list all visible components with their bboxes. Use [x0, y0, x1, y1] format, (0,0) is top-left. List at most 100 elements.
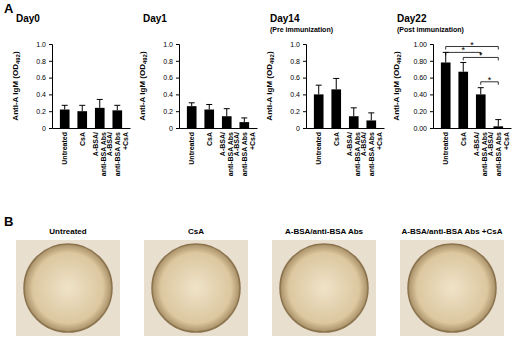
bar: [95, 108, 105, 128]
image-caption: CsA: [188, 227, 204, 236]
y-tick: 0: [296, 125, 306, 132]
y-tick-label: 0.20: [413, 108, 427, 115]
y-axis-title: Anti-A IgM (OD492): [138, 51, 148, 121]
x-axis: UntreatedCsAA-BSA/anti-BSA AbsA-BSA/anti…: [307, 128, 385, 176]
y-tick-mark: [430, 44, 433, 45]
y-tick-mark: [303, 128, 306, 129]
bar: [187, 106, 197, 128]
error-bar-cap: [241, 117, 247, 118]
x-axis: UntreatedCsAA-BSA/anti-BSA AbsA-BSA/anti…: [434, 128, 512, 176]
bar: [239, 122, 249, 128]
bar: [77, 111, 87, 128]
x-tick: CsA: [79, 128, 86, 146]
y-tick: 0.8: [36, 58, 52, 65]
error-bar-cap: [460, 62, 466, 63]
y-tick-label: 0.4: [163, 91, 173, 98]
error-bar: [478, 88, 484, 95]
x-axis-line: [307, 128, 385, 129]
error-bar: [114, 105, 120, 110]
annotations: ****: [446, 40, 499, 85]
y-tick-label: 0.00: [413, 125, 427, 132]
y-tick-label: 0.6: [290, 74, 300, 81]
chart-title: Day0: [16, 13, 40, 24]
x-tick-label: CsA: [460, 132, 467, 146]
error-bar: [79, 105, 85, 111]
error-bar-cap: [351, 107, 357, 108]
figure: ABDay000.20.40.60.81.0Anti-A IgM (OD492)…: [0, 0, 520, 340]
y-axis-line: [176, 45, 180, 129]
x-tick: A-BSA/anti-BSA Abs+CsA: [106, 128, 129, 176]
bar: [60, 110, 70, 128]
y-tick-label: 0.8: [36, 58, 46, 65]
error-bar-stem: [64, 105, 65, 109]
y-tick: 0.2: [163, 108, 179, 115]
y-tick-mark: [49, 44, 52, 45]
y-tick-mark: [176, 78, 179, 79]
error-bar-cap: [189, 102, 195, 103]
bar: [476, 94, 486, 128]
chart: Day000.20.40.60.81.0Anti-A IgM (OD492)Un…: [11, 13, 131, 176]
y-tick: 0.6: [36, 74, 52, 81]
panel-label: A: [4, 1, 14, 16]
error-bar-cap: [97, 99, 103, 100]
chart-title: Day1: [143, 13, 167, 24]
x-axis-line: [434, 128, 512, 129]
x-axis-line: [180, 128, 258, 129]
y-tick-label: 0: [42, 125, 46, 132]
error-bar-stem: [318, 85, 319, 94]
plot-area: [60, 99, 122, 128]
error-bar-stem: [99, 99, 100, 107]
y-tick: 0.2: [36, 108, 52, 115]
y-tick: 1.00: [413, 41, 433, 48]
y-axis-title: Anti-A IgM (OD492): [11, 51, 21, 121]
image-caption: Untreated: [49, 227, 86, 236]
plot-area: [441, 52, 503, 128]
y-tick: 0.40: [413, 91, 433, 98]
y-tick-label: 0.2: [290, 108, 300, 115]
y-tick-label: 1.0: [290, 41, 300, 48]
y-tick: 0.00: [413, 125, 433, 132]
error-bar: [333, 78, 339, 89]
y-tick-label: 0.40: [413, 91, 427, 98]
x-tick: A-BSA/anti-BSA Abs+CsA: [487, 128, 510, 176]
y-axis-title: Anti-A IgM (OD492): [392, 51, 402, 121]
x-tick-label: CsA: [79, 132, 86, 146]
image-caption: A-BSA/anti-BSA Abs +CsA: [402, 227, 503, 236]
error-bar-cap: [79, 105, 85, 106]
x-tick-label: A-BSA/anti-BSA Abs+CsA: [360, 132, 383, 176]
y-tick-label: 0: [296, 125, 300, 132]
x-tick-label: CsA: [333, 132, 340, 146]
y-axis: 00.20.40.60.81.0: [290, 41, 306, 132]
y-tick: 0.6: [290, 74, 306, 81]
y-tick-label: 1.0: [163, 41, 173, 48]
y-tick-label: 0.8: [163, 58, 173, 65]
y-tick-label: 0.60: [413, 74, 427, 81]
panel-b: UntreatedCsAA-BSA/anti-BSA AbsA-BSA/anti…: [16, 227, 504, 336]
error-bar-stem: [82, 105, 83, 111]
error-bar-stem: [209, 104, 210, 109]
y-tick-mark: [303, 94, 306, 95]
x-tick: Untreated: [61, 128, 68, 165]
significance-label: *: [470, 40, 474, 50]
error-bar-cap: [495, 119, 501, 120]
well: [152, 244, 240, 332]
x-tick-label: Untreated: [442, 132, 449, 165]
error-bar-stem: [353, 108, 354, 116]
bar: [349, 116, 359, 128]
error-bar-cap: [478, 87, 484, 88]
y-tick-label: 0.4: [290, 91, 300, 98]
well: [280, 244, 368, 332]
bar: [493, 126, 503, 128]
bar: [112, 110, 122, 128]
y-tick: 1.0: [290, 41, 306, 48]
x-tick: CsA: [460, 128, 467, 146]
y-tick: 0: [42, 125, 52, 132]
y-axis-line: [430, 45, 434, 129]
well: [408, 244, 496, 332]
y-tick-mark: [176, 44, 179, 45]
y-tick: 0.20: [413, 108, 433, 115]
x-tick-label: Untreated: [61, 132, 68, 165]
error-bar: [62, 105, 68, 109]
chart-subtitle: (Pre immunization): [270, 26, 333, 34]
y-tick-mark: [49, 111, 52, 112]
